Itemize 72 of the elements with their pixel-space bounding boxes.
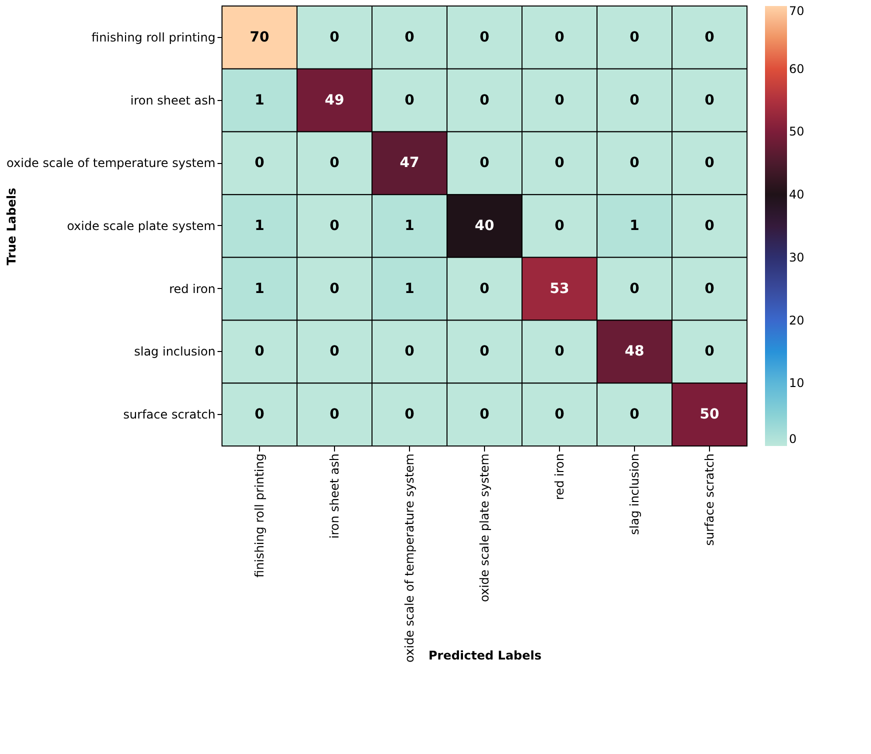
data-label: 0: [554, 344, 565, 360]
data-label: 0: [704, 29, 715, 46]
y-tick-label: slag inclusion: [134, 344, 216, 359]
y-axis-title: True Labels: [4, 188, 18, 266]
y-tick-label: oxide scale plate system: [66, 219, 216, 233]
color-bar-label: 30: [789, 250, 804, 264]
data-label: 0: [630, 406, 640, 423]
data-label: 0: [480, 406, 490, 423]
data-label: 40: [474, 218, 494, 234]
data-label: 0: [554, 218, 565, 234]
data-label: 50: [700, 406, 720, 423]
color-bar-label: 20: [789, 313, 804, 328]
y-tick-label: oxide scale of temperature system: [6, 156, 216, 170]
data-label: 0: [704, 218, 715, 234]
y-tick-label: finishing roll printing: [92, 30, 216, 44]
data-label: 0: [704, 280, 715, 297]
y-tick-label: surface scratch: [123, 408, 216, 422]
data-label: 70: [250, 29, 270, 46]
data-label: 0: [254, 344, 265, 360]
data-label: 0: [254, 406, 265, 423]
data-label: 0: [480, 92, 490, 108]
data-label: 1: [404, 218, 414, 234]
data-label: 0: [554, 92, 565, 108]
data-label: 47: [400, 155, 420, 172]
color-bar-label: 0: [789, 432, 797, 446]
data-label: 0: [630, 29, 640, 46]
data-label: 0: [630, 92, 640, 108]
data-label: 0: [630, 155, 640, 172]
data-label: 1: [254, 280, 264, 297]
data-label: 1: [254, 218, 264, 234]
x-tick-label: red iron: [552, 454, 566, 500]
data-label: 0: [554, 29, 565, 46]
data-label: 0: [404, 406, 415, 423]
x-tick-label: oxide scale plate system: [478, 454, 492, 602]
data-label: 1: [404, 280, 414, 297]
y-tick-label: iron sheet ash: [130, 93, 216, 108]
data-label: 0: [330, 218, 340, 234]
data-label: 0: [404, 92, 415, 108]
data-label: 0: [480, 280, 490, 297]
data-label: 0: [330, 280, 340, 297]
data-label: 0: [404, 344, 415, 360]
data-label: 0: [330, 155, 340, 172]
data-label: 48: [624, 344, 644, 360]
y-tick-label: red iron: [169, 282, 216, 296]
data-label: 0: [330, 406, 340, 423]
x-tick-label: surface scratch: [702, 454, 716, 546]
color-bar-label: 40: [789, 188, 804, 202]
data-label: 0: [704, 92, 715, 108]
data-label: 0: [554, 155, 565, 172]
data-label: 0: [330, 344, 340, 360]
color-bar-label: 10: [789, 376, 804, 390]
color-bar-label: 50: [789, 124, 804, 139]
data-label: 0: [554, 406, 565, 423]
data-label: 0: [630, 280, 640, 297]
data-label: 0: [704, 155, 715, 172]
color-bar-label: 70: [789, 4, 804, 18]
color-bar-label: 60: [789, 62, 804, 76]
x-tick-label: iron sheet ash: [328, 454, 342, 539]
data-label: 1: [254, 92, 264, 108]
data-label: 0: [480, 29, 490, 46]
data-label: 0: [480, 155, 490, 172]
data-label: 53: [550, 280, 570, 297]
x-tick-label: oxide scale of temperature system: [402, 454, 416, 662]
data-label: 0: [404, 29, 415, 46]
data-label: 49: [324, 92, 344, 108]
data-label: 0: [704, 344, 715, 360]
data-label: 0: [330, 29, 340, 46]
data-label: 0: [254, 155, 265, 172]
x-axis-title: Predicted Labels: [428, 648, 542, 662]
x-tick-label: slag inclusion: [628, 454, 642, 535]
data-label: 0: [480, 344, 490, 360]
data-label: 1: [630, 218, 640, 234]
